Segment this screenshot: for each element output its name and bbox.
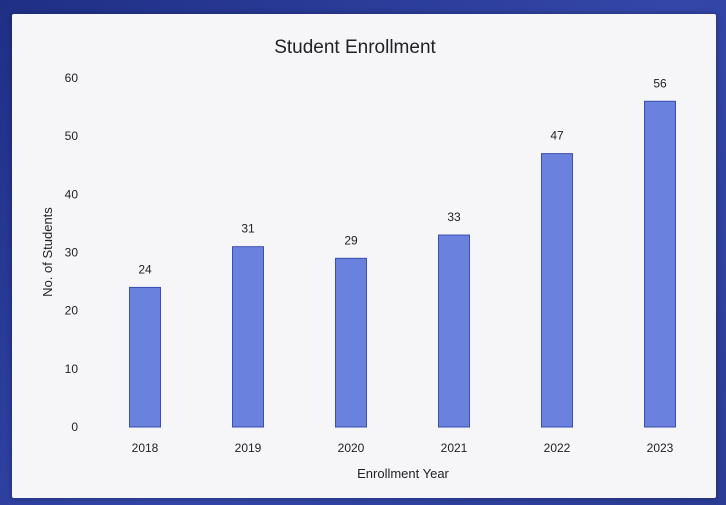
x-axis-ticks: 2018 2019 2020 2021 2022 2023 (132, 441, 674, 455)
data-label: 47 (550, 129, 564, 143)
y-tick-label: 50 (65, 129, 79, 143)
bar (232, 246, 264, 428)
y-axis-ticks: 0 10 20 30 40 50 60 (65, 71, 79, 434)
bar (644, 100, 676, 428)
data-label: 31 (241, 222, 255, 236)
bar (541, 153, 573, 428)
data-label: 24 (138, 262, 152, 276)
x-tick-label: 2020 (338, 441, 365, 455)
data-labels: 24 31 29 33 47 56 (138, 76, 667, 276)
x-tick-label: 2022 (544, 441, 571, 455)
x-tick-label: 2018 (132, 441, 159, 455)
chart-title: Student Enrollment (274, 37, 436, 58)
data-label: 56 (653, 76, 667, 90)
bar (335, 257, 367, 428)
y-tick-label: 10 (65, 362, 79, 376)
y-tick-label: 30 (65, 246, 79, 260)
y-tick-label: 20 (65, 304, 79, 318)
x-tick-label: 2023 (647, 441, 674, 455)
y-tick-label: 40 (65, 187, 79, 201)
x-tick-label: 2019 (235, 441, 262, 455)
x-axis-label: Enrollment Year (357, 466, 449, 481)
y-tick-label: 60 (65, 71, 79, 85)
x-tick-label: 2021 (441, 441, 468, 455)
data-label: 29 (344, 233, 358, 247)
bars (129, 100, 676, 428)
data-label: 33 (447, 210, 461, 224)
bar (438, 234, 470, 428)
y-axis-label: No. of Students (40, 207, 55, 297)
bar (129, 286, 161, 428)
y-tick-label: 0 (71, 420, 78, 434)
